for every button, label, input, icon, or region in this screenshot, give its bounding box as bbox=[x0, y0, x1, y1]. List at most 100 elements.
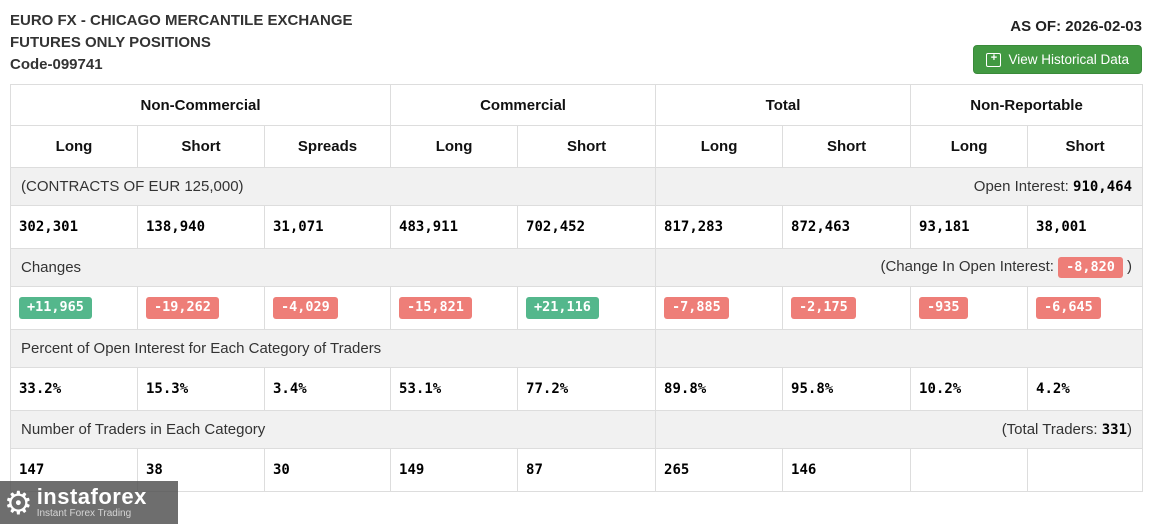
change-badge: -7,885 bbox=[664, 297, 729, 319]
instaforex-watermark: ⚙ instaforex Instant Forex Trading bbox=[0, 481, 178, 524]
report-title: EURO FX - CHICAGO MERCANTILE EXCHANGE bbox=[10, 12, 353, 29]
traders-cell: 146 bbox=[782, 448, 912, 492]
report-subtitle: FUTURES ONLY POSITIONS bbox=[10, 34, 211, 51]
total-traders-suffix: ) bbox=[1127, 421, 1133, 438]
change-cell: +21,116 bbox=[517, 286, 657, 330]
percent-header-row: Percent of Open Interest for Each Catego… bbox=[9, 329, 1144, 368]
traders-cell: 30 bbox=[263, 448, 392, 492]
positions-row: 302,301 138,940 31,071 483,911 702,452 8… bbox=[10, 205, 1144, 249]
change-oi-suffix: ) bbox=[1127, 257, 1133, 275]
as-of-date: AS OF: 2026-02-03 bbox=[973, 18, 1142, 35]
view-historical-data-label: View Historical Data bbox=[1008, 52, 1129, 67]
traders-cell bbox=[910, 448, 1029, 492]
total-traders-value: 331 bbox=[1101, 422, 1128, 438]
percent-cell: 3.4% bbox=[263, 367, 392, 411]
position-cell: 302,301 bbox=[10, 205, 138, 249]
percent-cell: 15.3% bbox=[137, 367, 265, 411]
open-interest-value: 910,464 bbox=[1073, 179, 1133, 195]
position-cell: 483,911 bbox=[390, 205, 519, 249]
change-cell: +11,965 bbox=[10, 286, 138, 330]
change-oi-prefix: (Change In Open Interest: bbox=[880, 257, 1054, 275]
change-badge: +11,965 bbox=[19, 297, 92, 319]
traders-label: Number of Traders in Each Category bbox=[9, 410, 657, 449]
col-header: Short bbox=[1027, 125, 1144, 168]
percent-cell: 89.8% bbox=[655, 367, 784, 411]
position-cell: 872,463 bbox=[782, 205, 912, 249]
traders-header-row: Number of Traders in Each Category (Tota… bbox=[9, 410, 1144, 449]
group-commercial: Commercial bbox=[390, 84, 657, 126]
change-oi-badge: -8,820 bbox=[1058, 256, 1123, 279]
col-header: Short bbox=[782, 125, 912, 168]
change-badge: +21,116 bbox=[526, 297, 599, 319]
traders-cell: 149 bbox=[390, 448, 519, 492]
percent-cell: 53.1% bbox=[390, 367, 519, 411]
change-cell: -15,821 bbox=[390, 286, 519, 330]
change-cell: -19,262 bbox=[137, 286, 265, 330]
header-right: AS OF: 2026-02-03 View Historical Data bbox=[973, 10, 1142, 74]
col-header: Long bbox=[390, 125, 519, 168]
change-badge: -19,262 bbox=[146, 297, 219, 319]
group-header-row: Non-Commercial Commercial Total Non-Repo… bbox=[9, 84, 1144, 126]
open-interest-label: Open Interest: bbox=[973, 178, 1069, 195]
col-header: Short bbox=[517, 125, 657, 168]
report-titles: EURO FX - CHICAGO MERCANTILE EXCHANGE FU… bbox=[10, 10, 353, 76]
group-non-commercial: Non-Commercial bbox=[9, 84, 392, 126]
percent-cell: 77.2% bbox=[517, 367, 657, 411]
instaforex-gear-icon: ⚙ bbox=[4, 484, 33, 521]
position-cell: 138,940 bbox=[137, 205, 265, 249]
change-badge: -15,821 bbox=[399, 297, 472, 319]
change-badge: -4,029 bbox=[273, 297, 338, 319]
changes-row: +11,965 -19,262 -4,029 -15,821 +21,116 -… bbox=[10, 286, 1144, 330]
change-badge: -935 bbox=[919, 297, 968, 319]
group-total: Total bbox=[655, 84, 912, 126]
contracts-row: (CONTRACTS OF EUR 125,000) Open Interest… bbox=[9, 167, 1144, 206]
changes-label: Changes bbox=[9, 248, 657, 287]
traders-cell bbox=[1027, 448, 1144, 492]
percent-cell: 33.2% bbox=[10, 367, 138, 411]
col-header: Long bbox=[10, 125, 138, 168]
position-cell: 817,283 bbox=[655, 205, 784, 249]
change-cell: -7,885 bbox=[655, 286, 784, 330]
traders-cell: 265 bbox=[655, 448, 784, 492]
report-code: Code-099741 bbox=[10, 56, 103, 73]
percent-cell: 10.2% bbox=[910, 367, 1029, 411]
col-header: Spreads bbox=[263, 125, 392, 168]
contracts-label: (CONTRACTS OF EUR 125,000) bbox=[9, 167, 657, 206]
percents-row: 33.2% 15.3% 3.4% 53.1% 77.2% 89.8% 95.8%… bbox=[10, 367, 1144, 411]
group-non-reportable: Non-Reportable bbox=[910, 84, 1144, 126]
traders-cell: 87 bbox=[517, 448, 657, 492]
open-interest-cell: Open Interest: 910,464 bbox=[655, 167, 1144, 206]
report-header: EURO FX - CHICAGO MERCANTILE EXCHANGE FU… bbox=[10, 10, 1142, 76]
change-in-open-interest-cell: (Change In Open Interest: -8,820 ) bbox=[655, 248, 1144, 287]
percent-cell: 4.2% bbox=[1027, 367, 1144, 411]
column-header-row: Long Short Spreads Long Short Long Short… bbox=[10, 125, 1144, 168]
col-header: Long bbox=[655, 125, 784, 168]
position-cell: 31,071 bbox=[263, 205, 392, 249]
as-of-label: AS OF: bbox=[1010, 18, 1062, 35]
col-header: Long bbox=[910, 125, 1029, 168]
change-badge: -2,175 bbox=[791, 297, 856, 319]
position-cell: 702,452 bbox=[517, 205, 657, 249]
percent-header-right bbox=[655, 329, 1144, 368]
view-historical-data-button[interactable]: View Historical Data bbox=[973, 45, 1142, 74]
change-cell: -2,175 bbox=[782, 286, 912, 330]
change-cell: -4,029 bbox=[263, 286, 392, 330]
instaforex-brand: instaforex bbox=[36, 483, 147, 509]
changes-header-row: Changes (Change In Open Interest: -8,820… bbox=[9, 248, 1144, 287]
total-traders-prefix: (Total Traders: bbox=[1001, 421, 1098, 438]
position-cell: 38,001 bbox=[1027, 205, 1144, 249]
change-cell: -935 bbox=[910, 286, 1029, 330]
cot-table: Non-Commercial Commercial Total Non-Repo… bbox=[9, 84, 1144, 492]
percent-cell: 95.8% bbox=[782, 367, 912, 411]
instaforex-tagline: Instant Forex Trading bbox=[36, 507, 132, 519]
calendar-plus-icon bbox=[986, 52, 1002, 67]
traders-row: 147 38 30 149 87 265 146 bbox=[10, 448, 1144, 492]
change-badge: -6,645 bbox=[1036, 297, 1101, 319]
percent-label: Percent of Open Interest for Each Catego… bbox=[9, 329, 657, 368]
change-cell: -6,645 bbox=[1027, 286, 1144, 330]
total-traders-cell: (Total Traders: 331) bbox=[655, 410, 1144, 449]
cot-report-page: EURO FX - CHICAGO MERCANTILE EXCHANGE FU… bbox=[0, 0, 1152, 502]
col-header: Short bbox=[137, 125, 265, 168]
as-of-value: 2026-02-03 bbox=[1065, 18, 1142, 35]
position-cell: 93,181 bbox=[910, 205, 1029, 249]
